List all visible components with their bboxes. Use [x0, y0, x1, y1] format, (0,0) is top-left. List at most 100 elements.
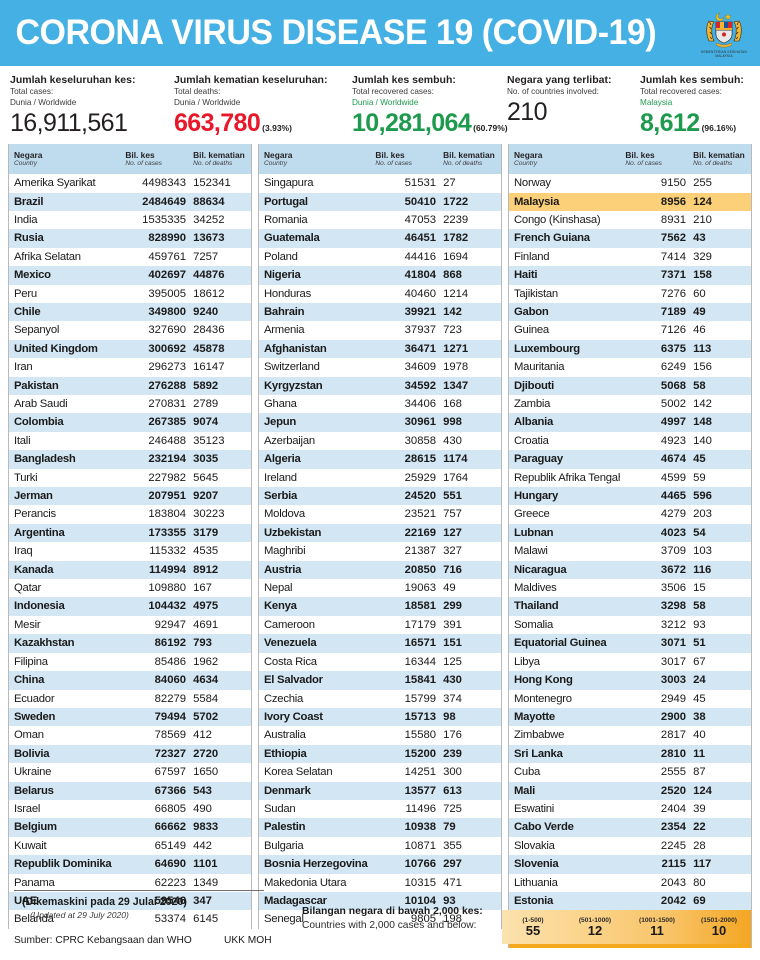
cell-deaths: 142 [693, 398, 712, 410]
table-row: Greece 4279 203 [509, 505, 751, 523]
cell-cases: 395005 [148, 287, 187, 300]
cell-deaths: 596 [688, 487, 751, 506]
table-row: Brazil 2484649 88634 [9, 192, 251, 211]
table-row: Kazakhstan 86192 793 [9, 634, 251, 653]
cell-deaths: 9240 [188, 302, 251, 322]
cell-country: Ukraine [14, 766, 52, 779]
cell-cases: 327690 [148, 324, 187, 337]
cell-deaths: 4634 [188, 671, 251, 690]
cell-country: Belgium [9, 818, 121, 837]
table-row: Slovakia 2245 28 [509, 837, 751, 855]
cell-deaths: 1978 [443, 361, 469, 374]
stat-value: 210 [507, 98, 548, 127]
cell-deaths: 297 [438, 855, 501, 874]
cell-deaths: 22 [688, 818, 751, 837]
cell-country: Itali [14, 434, 31, 447]
cell-cases: 30961 [370, 413, 439, 432]
table-row: Mayotte 2900 38 [509, 707, 751, 727]
cell-cases: 2900 [620, 707, 689, 727]
header-deaths: Bil. kematian No. of deaths [438, 144, 501, 175]
cell-deaths: 1349 [193, 876, 219, 889]
table-body: Amerika Syarikat 4498343 152341 Brazil 24846… [9, 174, 251, 929]
table-row: Honduras 40460 1214 [259, 285, 501, 303]
table-row: Kuwait 65149 442 [9, 837, 251, 855]
table-row: Republik Dominika 64690 1101 [9, 855, 251, 874]
cell-deaths: 116 [688, 560, 751, 580]
cell-cases: 28615 [370, 450, 439, 469]
cell-deaths: 113 [688, 339, 751, 359]
table-row: Sri Lanka 2810 11 [509, 744, 751, 764]
cell-country: Belarus [9, 781, 121, 800]
cell-deaths: 543 [188, 781, 251, 800]
legend-bucket-range: (1001-1500) [639, 916, 675, 924]
cell-country: Haiti [509, 266, 621, 285]
table-row: Bahrain 39921 142 [259, 302, 501, 322]
cell-cases: 232194 [120, 450, 189, 469]
legend-title-en: Countries with 2,000 cases and below: [302, 920, 477, 931]
cell-cases: 115332 [149, 545, 187, 558]
cell-deaths: 6145 [193, 913, 219, 926]
table-row: Austria 20850 716 [259, 560, 501, 580]
cell-deaths: 15 [693, 582, 706, 595]
cell-cases: 10766 [370, 855, 439, 874]
cell-cases: 2115 [620, 855, 689, 874]
cell-country: Uzbekistan [259, 523, 371, 543]
cell-deaths: 167 [193, 582, 212, 595]
cell-country: United Kingdom [9, 339, 121, 359]
cell-cases: 50410 [370, 192, 439, 211]
table-row: Denmark 13577 613 [259, 781, 501, 800]
cell-cases: 22169 [370, 523, 439, 543]
cell-deaths: 374 [443, 692, 462, 705]
cell-cases: 34406 [404, 398, 437, 410]
cell-deaths: 80 [693, 876, 706, 889]
cell-country: Costa Rica [264, 655, 317, 668]
cell-cases: 16571 [370, 634, 439, 653]
cell-cases: 267385 [120, 413, 189, 432]
cell-country: Paraguay [509, 450, 621, 469]
cell-deaths: 60 [693, 287, 706, 300]
legend-bucket-range: (501-1000) [578, 916, 612, 924]
agency-text: UKK MOH [224, 935, 272, 946]
cell-cases: 19063 [404, 582, 437, 595]
cell-deaths: 430 [438, 671, 501, 690]
cell-country: Lubnan [509, 523, 621, 543]
cell-deaths: 551 [438, 487, 501, 506]
cell-country: Rusia [9, 229, 121, 248]
stat-title-ms: Jumlah keseluruhan kes: [10, 74, 136, 86]
table-row: Albania 4997 148 [509, 413, 751, 432]
cell-deaths: 152341 [193, 177, 231, 190]
cell-cases: 51531 [404, 177, 437, 190]
cell-cases: 109880 [148, 582, 187, 595]
cell-deaths: 16147 [193, 361, 225, 374]
stat-scope: Malaysia [640, 98, 673, 108]
cell-country: Australia [264, 729, 306, 742]
cell-country: Armenia [264, 324, 305, 337]
cell-cases: 10871 [404, 839, 437, 852]
cell-country: Hungary [509, 487, 621, 506]
footer: (Dikemaskini pada 29 Julai 2020) (Update… [0, 888, 760, 960]
table-row: Australia 15580 176 [259, 726, 501, 744]
table-row: Serbia 24520 551 [259, 487, 501, 506]
cell-deaths: 1271 [438, 339, 501, 359]
legend-bucket-count: 55 [525, 922, 541, 938]
cell-deaths: 51 [688, 634, 751, 653]
cell-deaths: 43 [688, 229, 751, 248]
cell-deaths: 9833 [188, 818, 251, 837]
cell-cases: 15713 [370, 707, 439, 727]
cell-country: Mayotte [509, 707, 621, 727]
cell-country: Slovenia [509, 855, 621, 874]
cell-cases: 2404 [660, 802, 687, 815]
cell-cases: 6375 [620, 339, 689, 359]
cell-cases: 2245 [660, 839, 687, 852]
cell-country: Zimbabwe [514, 729, 565, 742]
table-row: Eswatini 2404 39 [509, 800, 751, 818]
cell-country: Palestin [259, 818, 371, 837]
table-body: Singapura 51531 27 Portugal 50410 1722 Romania… [259, 174, 501, 929]
cell-deaths: 3035 [188, 450, 251, 469]
table-row: India 1535335 34252 [9, 211, 251, 229]
cell-cases: 4997 [620, 413, 689, 432]
legend-bucket-count: 12 [587, 922, 603, 938]
cell-cases: 4279 [660, 508, 687, 521]
cell-deaths: 54 [688, 523, 751, 543]
table-row: Estonia 2042 69 [509, 891, 751, 911]
